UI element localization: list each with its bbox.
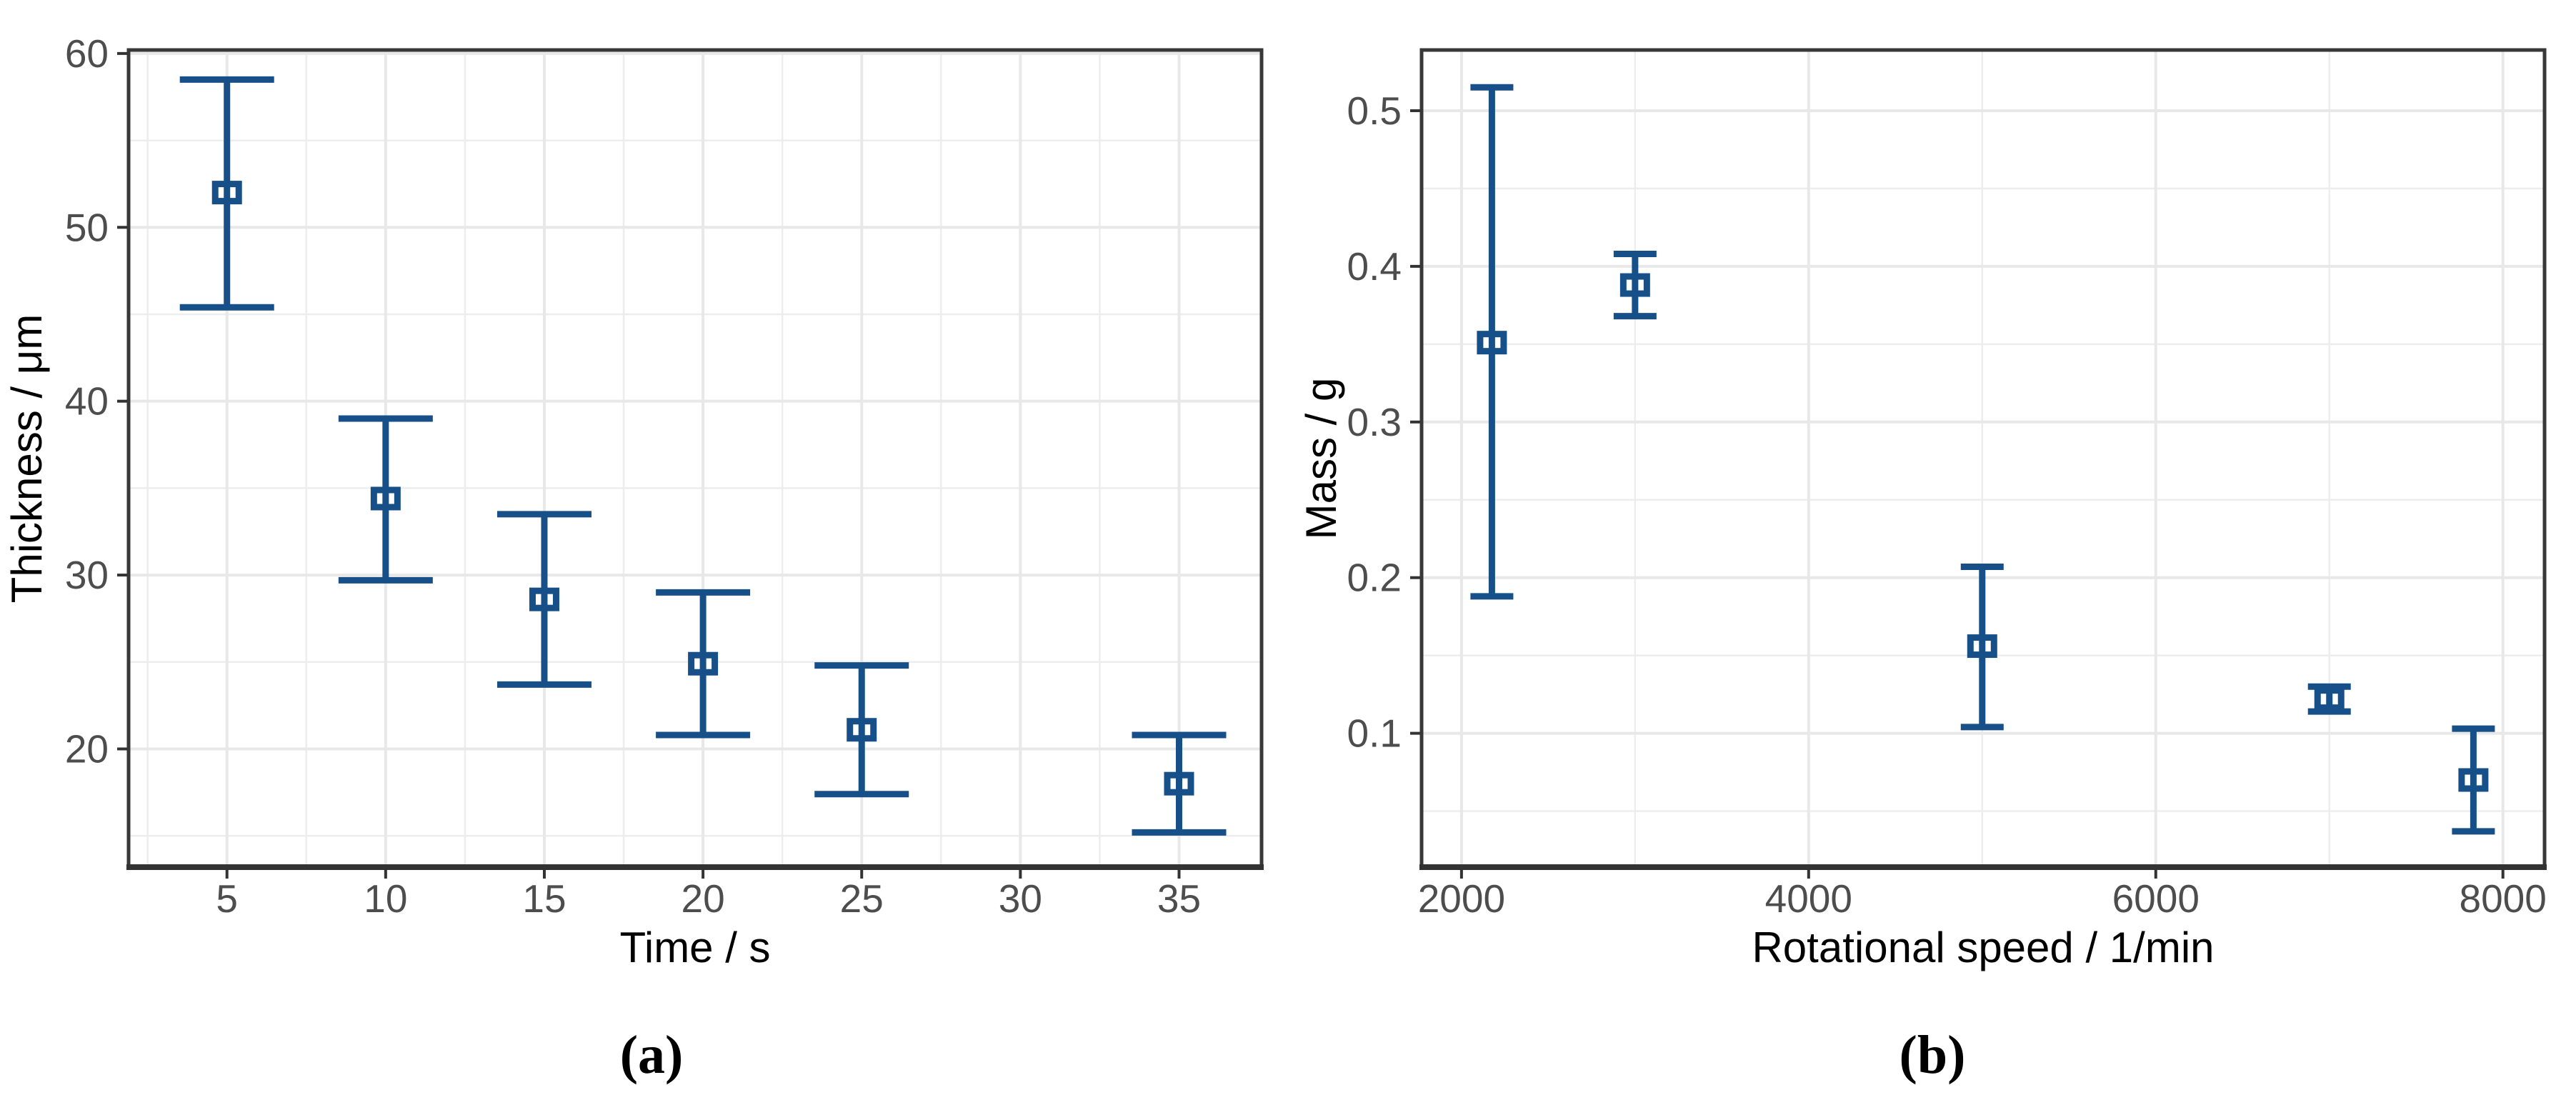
x-tick-label: 30 [999, 876, 1042, 921]
errorbar-point [814, 662, 909, 798]
x-tick-label: 2000 [1418, 876, 1505, 921]
errorbar-point [496, 511, 591, 688]
x-tick-label: 4000 [1765, 876, 1852, 921]
errorbar-point [2307, 683, 2351, 715]
x-tick-label: 25 [840, 876, 884, 921]
errorbar-point [1470, 84, 1514, 600]
y-tick-label: 0.1 [1347, 711, 1402, 756]
x-tick-label: 5 [216, 876, 238, 921]
errorbar-point [1613, 250, 1657, 320]
x-tick-label: 6000 [2112, 876, 2200, 921]
y-tick-label: 20 [65, 726, 109, 771]
y-axis-title: Mass / g [1297, 378, 1345, 540]
axis-tick-labels: 5 10 15 20 25 30 35 20 30 40 50 60 [65, 31, 1201, 921]
major-gridlines [1422, 50, 2545, 867]
axis-tick-labels: 2000 4000 6000 8000 0.1 0.2 0.3 0.4 0.5 [1347, 89, 2547, 921]
y-axis-title: Thickness / μm [3, 314, 51, 604]
y-tick-label: 0.4 [1347, 244, 1402, 289]
errorbar-point [338, 415, 433, 584]
y-tick-label: 60 [65, 31, 109, 76]
x-tick-label: 10 [364, 876, 407, 921]
x-axis-title: Time / s [619, 924, 770, 971]
panel-b: 2000 4000 6000 8000 0.1 0.2 0.3 0.4 0.5 Rotationa… [1297, 48, 2547, 1085]
panel-caption: (b) [1899, 1025, 1966, 1085]
x-tick-label: 35 [1157, 876, 1201, 921]
minor-gridlines [129, 50, 1262, 867]
x-tick-label: 15 [522, 876, 566, 921]
axis-ticks [1410, 109, 2505, 879]
errorbar-series [179, 76, 1227, 836]
y-tick-label: 0.3 [1347, 400, 1402, 444]
panel-a: 5 10 15 20 25 30 35 20 30 40 50 60 Time / s Thickness… [3, 31, 1264, 1085]
y-tick-label: 30 [65, 553, 109, 597]
axis-ticks [117, 51, 1181, 879]
errorbar-point [656, 589, 751, 739]
errorbar-series [1470, 84, 2495, 835]
panel-caption: (a) [620, 1025, 684, 1085]
errorbar-point [2452, 725, 2495, 835]
errorbar-point [1960, 563, 2004, 731]
errorbar-point [1132, 731, 1227, 836]
x-tick-label: 8000 [2460, 876, 2547, 921]
y-tick-label: 40 [65, 379, 109, 424]
x-axis-title: Rotational speed / 1/min [1752, 924, 2214, 971]
errorbar-point [179, 76, 274, 311]
x-tick-label: 20 [682, 876, 725, 921]
y-tick-label: 0.5 [1347, 89, 1402, 133]
y-tick-label: 0.2 [1347, 556, 1402, 600]
y-tick-label: 50 [65, 205, 109, 249]
